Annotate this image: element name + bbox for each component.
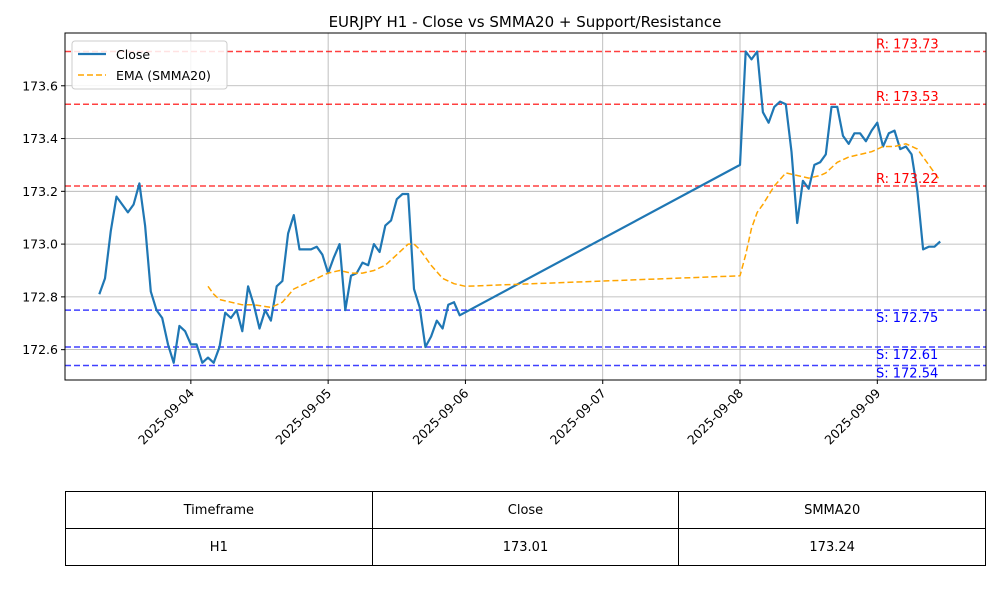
table-header-row: Timeframe Close SMMA20 bbox=[65, 491, 986, 529]
y-tick-label: 173.6 bbox=[22, 78, 58, 93]
table-cell-smma20: 173.24 bbox=[678, 528, 986, 566]
y-tick-label: 173.2 bbox=[22, 184, 58, 199]
level-labels: R: 173.73 R: 173.53 R: 173.22 S: 172.75 S: 1… bbox=[876, 37, 939, 381]
legend: Close EMA (SMMA20) bbox=[71, 40, 228, 90]
x-axis: 2025-09-04 2025-09-05 2025-09-06 2025-09-07… bbox=[135, 380, 883, 447]
table-cell-timeframe: H1 bbox=[65, 528, 373, 566]
y-tick-label: 173.0 bbox=[22, 237, 58, 252]
support-label: S: 172.54 bbox=[876, 366, 938, 381]
chart-svg: EURJPY H1 - Close vs SMMA20 + Support/Re… bbox=[22, 13, 987, 447]
smma20-series-line bbox=[207, 143, 941, 309]
resistance-label: R: 173.73 bbox=[876, 37, 939, 52]
table-header-cell: SMMA20 bbox=[678, 491, 986, 529]
x-tick-label: 2025-09-07 bbox=[547, 386, 609, 448]
x-tick-label: 2025-09-06 bbox=[410, 385, 472, 447]
level-lines bbox=[65, 50, 986, 367]
support-label: S: 172.61 bbox=[876, 348, 938, 363]
y-tick-label: 172.8 bbox=[22, 289, 58, 304]
resistance-label: R: 173.53 bbox=[876, 90, 939, 105]
chart-title: EURJPY H1 - Close vs SMMA20 + Support/Re… bbox=[329, 13, 722, 31]
legend-box bbox=[71, 40, 228, 90]
x-tick-label: 2025-09-08 bbox=[684, 385, 746, 447]
plot-frame bbox=[64, 32, 987, 381]
summary-table: Timeframe Close SMMA20 H1 173.01 173.24 bbox=[65, 491, 986, 566]
x-tick-label: 2025-09-04 bbox=[135, 385, 197, 447]
legend-smma-label: EMA (SMMA20) bbox=[116, 68, 211, 83]
series-lines bbox=[98, 50, 941, 364]
close-series-line bbox=[98, 50, 941, 364]
y-tick-label: 173.4 bbox=[22, 131, 58, 146]
table-header-cell: Close bbox=[371, 491, 680, 529]
support-label: S: 172.75 bbox=[876, 311, 938, 326]
x-tick-label: 2025-09-05 bbox=[272, 386, 334, 448]
legend-close-label: Close bbox=[116, 47, 150, 62]
resistance-label: R: 173.22 bbox=[876, 172, 939, 187]
table-header-cell: Timeframe bbox=[65, 491, 373, 529]
y-tick-label: 172.6 bbox=[22, 342, 58, 357]
y-axis: 172.6 172.8 173.0 173.2 173.4 173.6 bbox=[22, 78, 65, 357]
table-row: H1 173.01 173.24 bbox=[65, 528, 986, 566]
x-tick-label: 2025-09-09 bbox=[821, 385, 883, 447]
table-cell-close: 173.01 bbox=[371, 528, 680, 566]
